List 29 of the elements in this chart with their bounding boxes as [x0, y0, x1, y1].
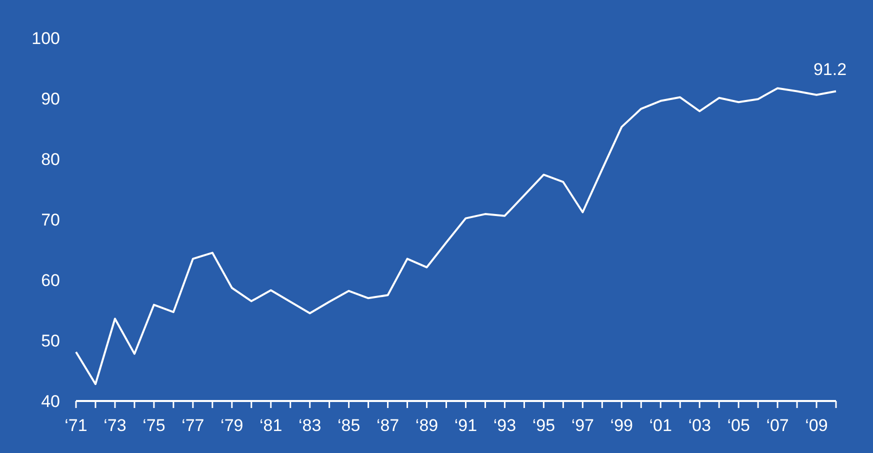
x-tick-label: ‘75	[142, 416, 166, 435]
x-tick-label: ‘73	[104, 416, 126, 435]
x-tick-label: ‘03	[688, 416, 711, 435]
y-tick-label: 90	[41, 89, 60, 108]
y-tick-label: 60	[41, 270, 60, 290]
x-tick-label: ‘99	[610, 416, 633, 435]
annotation: 91.2	[813, 60, 847, 80]
x-tick-label: ‘81	[260, 416, 282, 435]
x-tick-label: ‘85	[337, 416, 360, 435]
x-tick-label: ‘77	[182, 416, 204, 435]
x-tick-label: ‘71	[64, 416, 88, 435]
y-tick-label: 40	[41, 392, 60, 411]
x-tick-label: ‘93	[493, 416, 516, 435]
x-tick-label: ‘89	[415, 416, 438, 435]
y-tick-label: 80	[41, 150, 60, 169]
x-tick-label: ‘01	[649, 416, 672, 435]
x-tick-label: ‘97	[571, 416, 594, 435]
x-tick-label: ‘91	[454, 416, 478, 435]
y-tick-label: 50	[41, 331, 60, 350]
y-tick-label: 70	[41, 210, 60, 230]
line-series	[75, 87, 837, 386]
x-tick-label: ‘95	[532, 416, 556, 435]
x-tick-label: ‘07	[766, 416, 789, 435]
x-tick-label: ‘87	[376, 416, 400, 435]
x-tick-label: ‘09	[805, 416, 828, 435]
x-tick-label: ‘79	[220, 416, 244, 435]
x-tick-label: ‘83	[298, 416, 322, 435]
y-tick-label: 100	[32, 28, 60, 48]
x-tick-label: ‘05	[727, 416, 750, 435]
